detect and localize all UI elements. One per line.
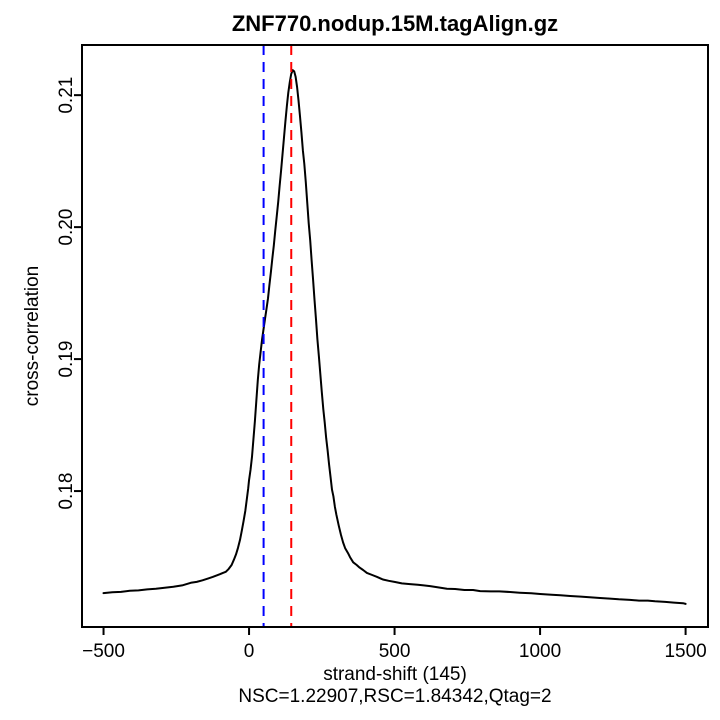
stats-footer: NSC=1.22907,RSC=1.84342,Qtag=2 [238,686,552,707]
x-tick-label: 0 [244,641,255,662]
y-axis-label: cross-correlation [22,265,43,407]
y-tick-label: 0.20 [56,209,77,246]
y-tick-label: 0.18 [56,473,77,510]
x-tick-label: 1500 [664,641,706,662]
x-tick-label: 500 [379,641,411,662]
plot-border [81,44,709,628]
cross-correlation-curve [102,69,687,605]
y-tick-label: 0.19 [56,341,77,378]
plot-title: ZNF770.nodup.15M.tagAlign.gz [231,11,559,36]
x-tick-label: 1000 [519,641,561,662]
y-tick-label: 0.21 [56,77,77,114]
x-axis-label: strand-shift (145) [323,664,467,685]
x-tick-label: −500 [82,641,125,662]
